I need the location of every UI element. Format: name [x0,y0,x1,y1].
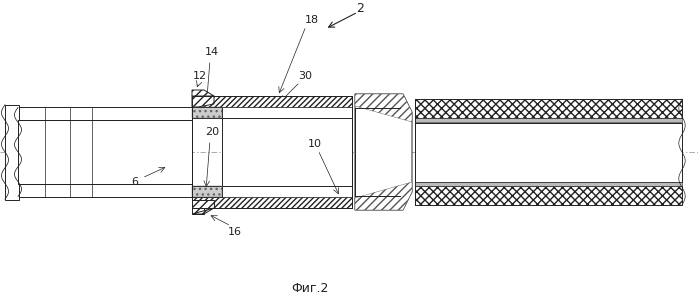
Text: 6: 6 [131,177,138,187]
Bar [192,96,352,107]
Polygon shape [192,208,214,214]
Text: 14: 14 [205,47,219,57]
Bar [192,186,222,197]
Polygon shape [192,200,214,208]
Bar [192,197,352,208]
Polygon shape [192,208,204,214]
Bar [415,186,682,205]
Bar [415,99,682,118]
Text: 10: 10 [308,139,322,149]
Text: 2: 2 [356,2,364,16]
Bar [192,107,222,118]
Bar [415,123,682,181]
Text: 18: 18 [305,15,319,25]
Text: 20: 20 [205,127,219,137]
Polygon shape [192,90,204,96]
Text: 12: 12 [193,71,207,81]
Bar [18,108,192,196]
Bar [415,181,682,186]
Bar [192,107,222,118]
Text: 16: 16 [228,227,242,237]
Polygon shape [355,94,412,122]
Bar [5,105,19,199]
Bar [222,118,352,186]
Text: 30: 30 [298,71,312,81]
Polygon shape [192,90,214,96]
Bar [18,120,192,184]
Polygon shape [355,182,412,210]
Bar [192,197,352,208]
Text: Фиг.2: Фиг.2 [291,282,329,295]
Bar [415,118,682,123]
Polygon shape [192,96,214,107]
Bar [192,96,352,107]
Polygon shape [355,94,412,210]
Bar [192,186,222,197]
